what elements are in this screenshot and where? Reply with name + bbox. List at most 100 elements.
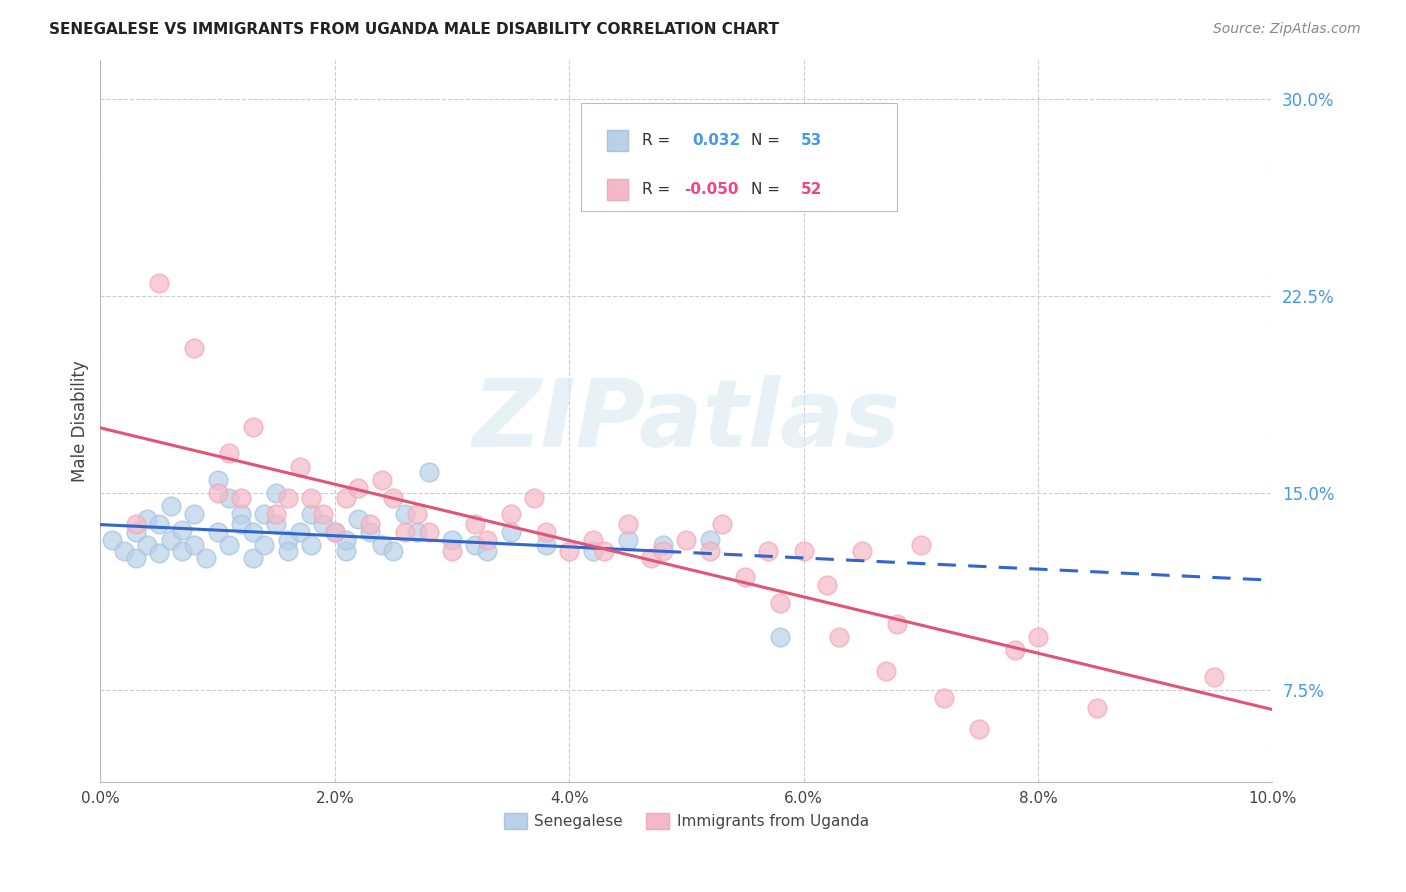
Point (229, 507, 252, 521)
Point (277, 543, 299, 558)
Point (323, 525, 346, 540)
Point (1004, 643, 1026, 657)
Point (207, 473, 229, 487)
Point (418, 465, 440, 479)
Point (558, 543, 581, 558)
Point (172, 523, 194, 537)
Point (405, 507, 427, 521)
Point (710, 517, 733, 532)
Point (875, 665, 897, 679)
Text: SENEGALESE VS IMMIGRANTS FROM UGANDA MALE DISABILITY CORRELATION CHART: SENEGALESE VS IMMIGRANTS FROM UGANDA MAL… (49, 22, 779, 37)
Point (499, 507, 522, 521)
Text: 52: 52 (801, 182, 823, 197)
Point (499, 525, 522, 540)
Point (359, 525, 381, 540)
Point (264, 507, 287, 521)
Point (440, 533, 463, 547)
FancyBboxPatch shape (606, 129, 627, 152)
Point (242, 420, 264, 434)
Point (183, 342, 205, 356)
Text: 0.032: 0.032 (692, 133, 741, 148)
Point (172, 543, 194, 558)
Point (242, 551, 264, 566)
Point (101, 533, 124, 547)
Point (159, 499, 181, 513)
Point (734, 570, 756, 584)
Point (277, 491, 299, 505)
Point (148, 517, 170, 532)
Point (335, 533, 357, 547)
Point (183, 538, 205, 552)
Text: -0.050: -0.050 (685, 182, 738, 197)
Point (124, 551, 146, 566)
Legend: Senegalese, Immigrants from Uganda: Senegalese, Immigrants from Uganda (498, 807, 875, 836)
Point (229, 491, 252, 505)
Point (253, 538, 276, 552)
Point (616, 533, 638, 547)
Point (523, 491, 546, 505)
Point (769, 630, 792, 644)
Point (136, 538, 159, 552)
Point (675, 533, 697, 547)
Point (264, 486, 287, 500)
Point (934, 690, 956, 705)
Point (394, 525, 416, 540)
Point (828, 630, 851, 644)
Point (288, 525, 311, 540)
Point (207, 525, 229, 540)
Point (299, 538, 322, 552)
Point (699, 543, 721, 558)
Point (534, 525, 557, 540)
Point (312, 517, 335, 532)
Point (229, 517, 252, 532)
Point (299, 507, 322, 521)
Point (886, 617, 908, 632)
Point (124, 517, 146, 532)
Y-axis label: Male Disability: Male Disability (72, 359, 89, 482)
Point (616, 517, 638, 532)
Point (464, 517, 486, 532)
Point (207, 486, 229, 500)
Point (699, 533, 721, 547)
Point (815, 578, 838, 592)
Point (370, 473, 392, 487)
Text: Source: ZipAtlas.com: Source: ZipAtlas.com (1213, 22, 1361, 37)
Text: N =: N = (751, 133, 785, 148)
Point (335, 543, 357, 558)
Point (581, 533, 603, 547)
Point (288, 459, 311, 474)
Point (418, 525, 440, 540)
Point (969, 722, 991, 736)
Point (218, 446, 240, 460)
Text: 53: 53 (801, 133, 823, 148)
Point (394, 507, 416, 521)
Point (640, 551, 662, 566)
Point (242, 525, 264, 540)
Point (652, 543, 675, 558)
Point (299, 491, 322, 505)
Text: ZIPatlas: ZIPatlas (472, 375, 900, 467)
Point (475, 533, 498, 547)
Point (124, 525, 146, 540)
Point (440, 543, 463, 558)
Point (910, 538, 932, 552)
Point (277, 533, 299, 547)
Point (347, 512, 370, 526)
Point (475, 543, 498, 558)
Point (851, 543, 873, 558)
Point (136, 512, 159, 526)
Point (359, 517, 381, 532)
Point (1026, 630, 1049, 644)
Point (148, 276, 170, 290)
Point (382, 543, 405, 558)
Text: N =: N = (751, 182, 785, 197)
Point (758, 543, 780, 558)
Point (159, 533, 181, 547)
Point (218, 538, 240, 552)
Point (183, 507, 205, 521)
Point (347, 481, 370, 495)
Point (370, 538, 392, 552)
Text: R =: R = (643, 182, 675, 197)
Point (218, 491, 240, 505)
Point (253, 507, 276, 521)
